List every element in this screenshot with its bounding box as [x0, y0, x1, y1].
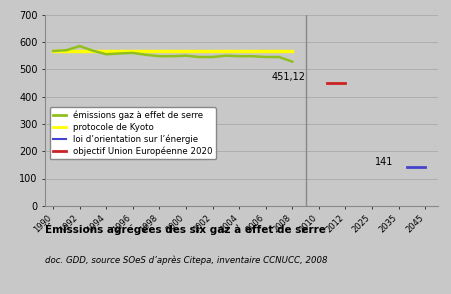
Legend: émissions gaz à effet de serre, protocole de Kyoto, loi d’orientation sur l’éner: émissions gaz à effet de serre, protocol… — [50, 107, 215, 159]
Text: 451,12: 451,12 — [271, 72, 305, 82]
Text: doc. GDD, source SOeS d’après Citepa, inventaire CCNUCC, 2008: doc. GDD, source SOeS d’après Citepa, in… — [45, 256, 327, 265]
Text: 141: 141 — [374, 157, 392, 167]
Text: Émissions agrégées des six gaz à effet de serre: Émissions agrégées des six gaz à effet d… — [45, 223, 325, 235]
